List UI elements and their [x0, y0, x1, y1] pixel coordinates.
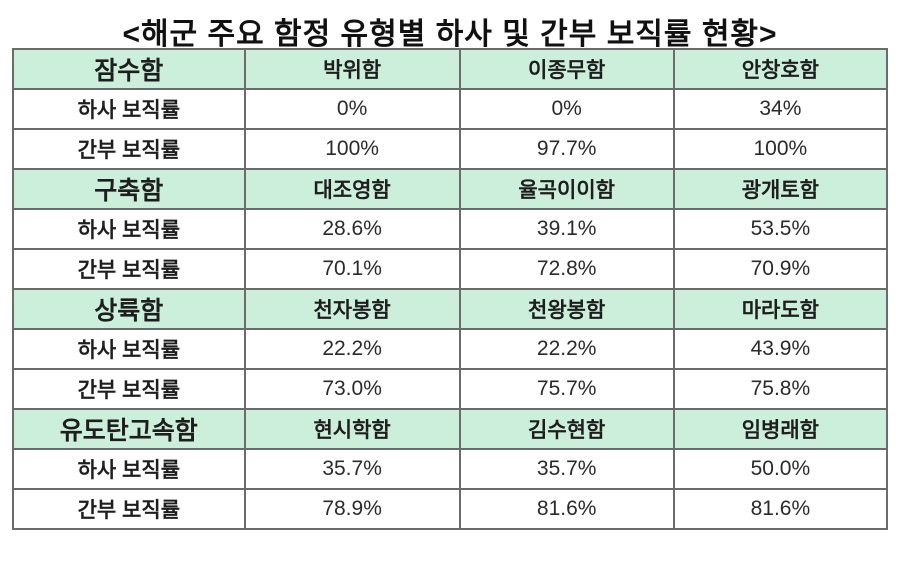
ship-name-cell: 박위함 — [243, 48, 461, 90]
ship-name-cell: 안창호함 — [672, 48, 889, 90]
value-cell: 43.9% — [672, 328, 889, 370]
data-row: 하사 보직률 22.2% 22.2% 43.9% — [12, 328, 889, 370]
category-cell: 잠수함 — [12, 48, 246, 90]
value-cell: 73.0% — [243, 368, 461, 410]
row-label-cell: 간부 보직률 — [12, 368, 246, 410]
ship-name-cell: 이종무함 — [458, 48, 675, 90]
staffing-rate-table: 잠수함 박위함 이종무함 안창호함 하사 보직률 0% 0% 34% 간부 보직… — [12, 48, 889, 530]
value-cell: 81.6% — [672, 488, 889, 530]
ship-name-cell: 율곡이이함 — [458, 168, 675, 210]
value-cell: 50.0% — [672, 448, 889, 490]
section-header-row: 잠수함 박위함 이종무함 안창호함 — [12, 48, 889, 90]
value-cell: 22.2% — [243, 328, 461, 370]
row-label-cell: 하사 보직률 — [12, 328, 246, 370]
value-cell: 70.9% — [672, 248, 889, 290]
value-cell: 75.8% — [672, 368, 889, 410]
ship-name-cell: 현시학함 — [243, 408, 461, 450]
value-cell: 70.1% — [243, 248, 461, 290]
ship-name-cell: 김수현함 — [458, 408, 675, 450]
value-cell: 34% — [672, 88, 889, 130]
value-cell: 97.7% — [458, 128, 675, 170]
data-row: 간부 보직률 78.9% 81.6% 81.6% — [12, 488, 889, 530]
value-cell: 53.5% — [672, 208, 889, 250]
category-cell: 상륙함 — [12, 288, 246, 330]
ship-name-cell: 천자봉함 — [243, 288, 461, 330]
category-cell: 유도탄고속함 — [12, 408, 246, 450]
ship-name-cell: 천왕봉함 — [458, 288, 675, 330]
table-title: <해군 주요 함정 유형별 하사 및 간부 보직률 현황> — [122, 18, 778, 51]
row-label-cell: 간부 보직률 — [12, 128, 246, 170]
data-row: 간부 보직률 100% 97.7% 100% — [12, 128, 889, 170]
value-cell: 22.2% — [458, 328, 675, 370]
section-header-row: 상륙함 천자봉함 천왕봉함 마라도함 — [12, 288, 889, 330]
value-cell: 81.6% — [458, 488, 675, 530]
ship-name-cell: 임병래함 — [672, 408, 889, 450]
data-row: 간부 보직률 73.0% 75.7% 75.8% — [12, 368, 889, 410]
value-cell: 75.7% — [458, 368, 675, 410]
value-cell: 28.6% — [243, 208, 461, 250]
value-cell: 100% — [243, 128, 461, 170]
data-row: 간부 보직률 70.1% 72.8% 70.9% — [12, 248, 889, 290]
ship-name-cell: 마라도함 — [672, 288, 889, 330]
value-cell: 78.9% — [243, 488, 461, 530]
value-cell: 35.7% — [243, 448, 461, 490]
row-label-cell: 간부 보직률 — [12, 248, 246, 290]
row-label-cell: 하사 보직률 — [12, 448, 246, 490]
section-header-row: 구축함 대조영함 율곡이이함 광개토함 — [12, 168, 889, 210]
ship-name-cell: 광개토함 — [672, 168, 889, 210]
ship-name-cell: 대조영함 — [243, 168, 461, 210]
section-header-row: 유도탄고속함 현시학함 김수현함 임병래함 — [12, 408, 889, 450]
row-label-cell: 하사 보직률 — [12, 208, 246, 250]
value-cell: 100% — [672, 128, 889, 170]
data-row: 하사 보직률 0% 0% 34% — [12, 88, 889, 130]
value-cell: 0% — [243, 88, 461, 130]
value-cell: 39.1% — [458, 208, 675, 250]
data-row: 하사 보직률 35.7% 35.7% 50.0% — [12, 448, 889, 490]
category-cell: 구축함 — [12, 168, 246, 210]
row-label-cell: 하사 보직률 — [12, 88, 246, 130]
value-cell: 35.7% — [458, 448, 675, 490]
row-label-cell: 간부 보직률 — [12, 488, 246, 530]
value-cell: 72.8% — [458, 248, 675, 290]
value-cell: 0% — [458, 88, 675, 130]
data-row: 하사 보직률 28.6% 39.1% 53.5% — [12, 208, 889, 250]
